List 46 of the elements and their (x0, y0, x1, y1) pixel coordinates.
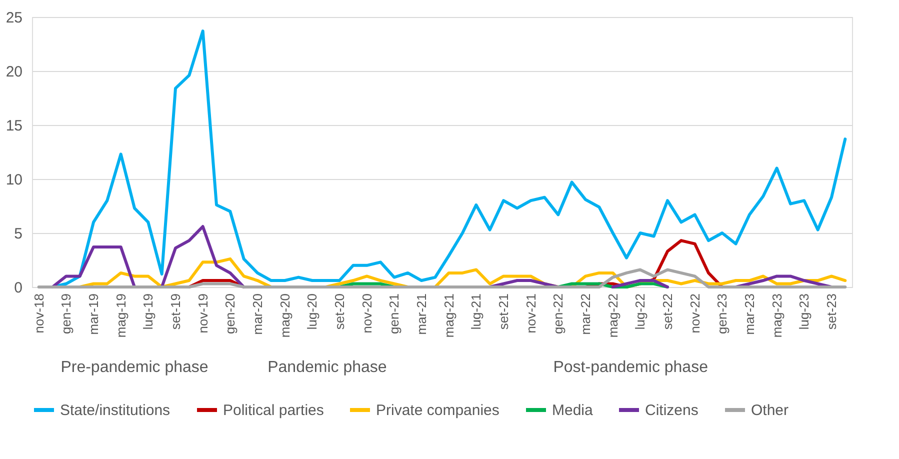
text: Post-pandemic phase (553, 359, 708, 376)
x-tick-label: mar-21 (414, 294, 429, 335)
x-tick-label: gen-22 (550, 294, 566, 334)
x-tick-label: mar-20 (250, 294, 265, 335)
x-tick-label: lug-21 (468, 294, 484, 330)
legend-label: Media (552, 402, 594, 419)
y-tick-label: 5 (14, 226, 22, 242)
y-tick-label: 15 (6, 118, 22, 134)
x-tick-label: mar-23 (742, 294, 757, 335)
x-tick-label: mar-19 (86, 294, 101, 335)
x-tick-label: set-21 (496, 294, 511, 330)
x-tick-label: gen-21 (386, 294, 402, 334)
legend-label: Other (751, 402, 789, 419)
legend-label: Private companies (376, 402, 500, 419)
x-tick-label: mag-20 (277, 294, 292, 338)
x-tick-label: gen-19 (58, 294, 74, 334)
x-tick-label: lug-23 (796, 294, 812, 330)
line-series (37, 268, 847, 288)
y-tick-label: 20 (6, 64, 22, 80)
x-tick-label: lug-19 (140, 294, 156, 330)
x-tick-label: mar-22 (578, 294, 593, 335)
x-tick-label: lug-20 (304, 294, 320, 330)
y-tick-label: 25 (6, 10, 22, 26)
legend-label: State/institutions (60, 402, 170, 419)
y-tick-label: 10 (6, 172, 22, 188)
x-tick-label: mag-19 (113, 294, 128, 338)
x-tick-label: set-23 (824, 294, 839, 330)
x-tick-label: gen-23 (714, 294, 730, 334)
legend-label: Political parties (223, 402, 324, 419)
y-tick-label: 0 (14, 280, 22, 296)
x-tick-label: set-22 (660, 294, 675, 330)
x-tick-label: nov-19 (195, 294, 210, 334)
x-tick-label: set-20 (332, 294, 347, 330)
x-tick-label: nov-21 (523, 294, 538, 334)
x-tick-label: mag-23 (769, 294, 784, 338)
text: Pandemic phase (268, 359, 387, 376)
x-tick-label: mag-22 (605, 294, 620, 338)
x-tick-label: lug-22 (632, 294, 648, 330)
x-tick-label: gen-20 (222, 294, 238, 334)
legend-label: Citizens (645, 402, 698, 419)
text: Pre-pandemic phase (60, 359, 208, 376)
x-tick-label: set-19 (168, 294, 183, 330)
x-tick-label: nov-18 (31, 294, 46, 334)
x-tick-label: nov-20 (359, 294, 374, 334)
x-tick-label: mag-21 (441, 294, 456, 338)
x-tick-label: nov-22 (687, 294, 702, 334)
